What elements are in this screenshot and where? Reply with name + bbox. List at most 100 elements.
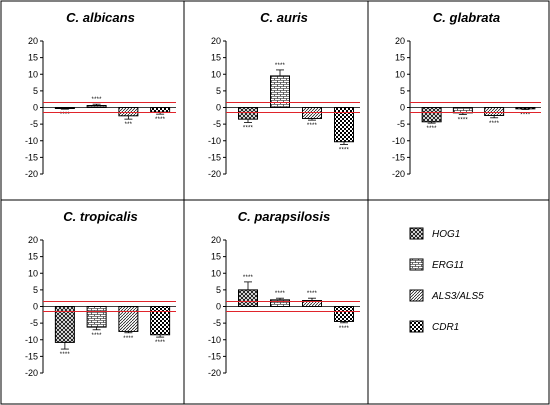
significance-label: **** bbox=[155, 117, 166, 123]
bar-hog1 bbox=[421, 107, 442, 123]
significance-label: **** bbox=[339, 326, 350, 332]
y-tick-label: 15 bbox=[211, 53, 221, 63]
y-tick-label: 0 bbox=[33, 103, 38, 113]
y-tick-label: 0 bbox=[216, 103, 221, 113]
bar-hog1 bbox=[238, 107, 258, 120]
legend-item: HOG1 bbox=[409, 227, 460, 240]
y-tick-label: -5 bbox=[397, 119, 405, 129]
y-tick-label: 10 bbox=[211, 69, 221, 79]
chart-4: C. tropicalis 20 15 10 5 0 -5 -10 -15 -20 **** ****… bbox=[25, 209, 176, 378]
y-tick-label: -15 bbox=[208, 152, 221, 162]
panel-border bbox=[367, 199, 550, 405]
y-tick-label: 5 bbox=[216, 285, 221, 295]
bar-erg11 bbox=[86, 105, 107, 108]
significance-label: **** bbox=[92, 97, 103, 103]
significance-label: **** bbox=[427, 126, 438, 132]
y-tick-label: -10 bbox=[208, 136, 221, 146]
legend-item: ERG11 bbox=[409, 258, 464, 271]
y-tick-label: 5 bbox=[33, 285, 38, 295]
significance-label: **** bbox=[339, 147, 350, 153]
significance-label: *** bbox=[125, 122, 133, 128]
significance-label: **** bbox=[307, 291, 318, 297]
y-tick-label: -10 bbox=[25, 136, 38, 146]
chart-title: C. auris bbox=[260, 10, 308, 25]
y-tick-label: -20 bbox=[208, 169, 221, 179]
y-tick-label: -15 bbox=[208, 351, 221, 361]
y-tick-label: 0 bbox=[216, 302, 221, 312]
y-tick-label: 10 bbox=[395, 69, 405, 79]
legend-swatch bbox=[409, 227, 424, 240]
legend-label: ALS3/ALS5 bbox=[431, 291, 484, 302]
significance-label: **** bbox=[458, 117, 469, 123]
bar-cdr1 bbox=[150, 306, 171, 336]
legend-swatch bbox=[409, 258, 424, 271]
y-tick-label: -5 bbox=[30, 318, 38, 328]
chart-3: C. glabrata 20 15 10 5 0 -5 -10 -15 -20 **** **** **… bbox=[392, 10, 541, 179]
legend: HOG1 ERG11 ALS3/ALS5 CDR1 bbox=[409, 227, 484, 333]
bar-als3-als5 bbox=[118, 107, 139, 117]
legend-label: HOG1 bbox=[432, 229, 460, 240]
y-tick-label: 20 bbox=[211, 36, 221, 46]
chart-title: C. parapsilosis bbox=[238, 209, 330, 224]
chart-5: C. parapsilosis 20 15 10 5 0 -5 -10 -15 -20 **** **… bbox=[208, 209, 360, 378]
y-tick-label: -20 bbox=[25, 368, 38, 378]
chart-title: C. albicans bbox=[66, 10, 135, 25]
y-tick-label: 15 bbox=[395, 53, 405, 63]
bar-erg11 bbox=[86, 306, 107, 328]
y-tick-label: 5 bbox=[33, 86, 38, 96]
legend-label: CDR1 bbox=[432, 322, 459, 333]
y-tick-label: -20 bbox=[392, 169, 405, 179]
chart-1: C. albicans20151050-5-10-15-20**********… bbox=[25, 10, 176, 179]
y-tick-label: 5 bbox=[216, 86, 221, 96]
y-tick-label: -10 bbox=[208, 335, 221, 345]
y-tick-label: -10 bbox=[392, 136, 405, 146]
bar-erg11 bbox=[270, 299, 290, 308]
bar-hog1 bbox=[238, 289, 258, 307]
y-tick-label: -5 bbox=[213, 119, 221, 129]
y-tick-label: 5 bbox=[400, 86, 405, 96]
y-tick-label: 10 bbox=[28, 69, 38, 79]
significance-label: **** bbox=[243, 125, 254, 131]
y-tick-label: 10 bbox=[211, 268, 221, 278]
bar-als3-als5 bbox=[484, 107, 505, 116]
significance-label: **** bbox=[60, 112, 71, 118]
y-tick-label: -15 bbox=[392, 152, 405, 162]
y-tick-label: 15 bbox=[28, 53, 38, 63]
significance-label: **** bbox=[275, 63, 286, 69]
legend-label: ERG11 bbox=[432, 260, 464, 271]
y-tick-label: -15 bbox=[25, 152, 38, 162]
legend-item: CDR1 bbox=[409, 320, 459, 333]
y-tick-label: 20 bbox=[28, 235, 38, 245]
significance-label: **** bbox=[123, 336, 134, 342]
chart-title: C. glabrata bbox=[433, 10, 500, 25]
y-tick-label: 10 bbox=[28, 268, 38, 278]
y-tick-label: -20 bbox=[208, 368, 221, 378]
significance-label: **** bbox=[307, 123, 318, 129]
y-tick-label: 15 bbox=[28, 252, 38, 262]
bar-cdr1 bbox=[515, 107, 536, 110]
legend-item: ALS3/ALS5 bbox=[409, 289, 484, 302]
bar-hog1 bbox=[54, 107, 75, 109]
y-tick-label: 20 bbox=[211, 235, 221, 245]
y-tick-label: -5 bbox=[213, 318, 221, 328]
y-tick-label: -10 bbox=[25, 335, 38, 345]
y-tick-label: -5 bbox=[30, 119, 38, 129]
legend-swatch bbox=[409, 320, 424, 333]
significance-label: **** bbox=[155, 340, 166, 346]
chart-2: C. auris 20 15 10 5 0 -5 -10 -15 -20 **** **** **** *… bbox=[208, 10, 360, 179]
bar-als3-als5 bbox=[118, 306, 139, 332]
bar-cdr1 bbox=[334, 306, 354, 322]
y-tick-label: 15 bbox=[211, 252, 221, 262]
y-tick-label: -20 bbox=[25, 169, 38, 179]
y-tick-label: 0 bbox=[400, 103, 405, 113]
significance-label: **** bbox=[243, 275, 254, 281]
chart-title: C. tropicalis bbox=[63, 209, 137, 224]
significance-label: **** bbox=[275, 291, 286, 297]
y-tick-label: 0 bbox=[33, 302, 38, 312]
significance-label: **** bbox=[92, 333, 103, 339]
y-tick-label: 20 bbox=[28, 36, 38, 46]
significance-label: **** bbox=[489, 121, 500, 127]
